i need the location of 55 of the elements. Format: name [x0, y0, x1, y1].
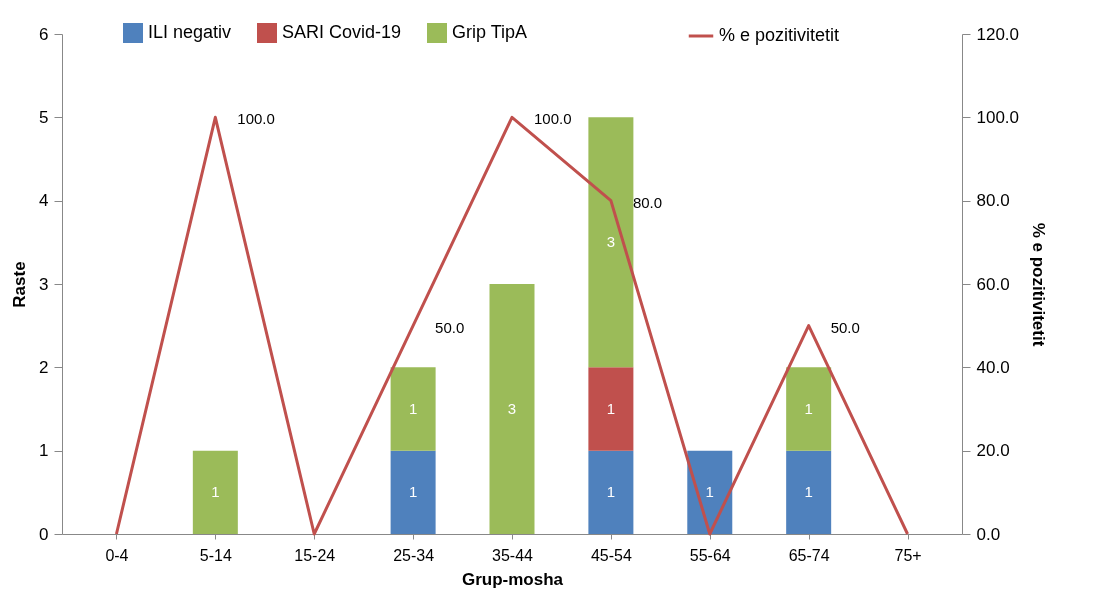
y-tick-label: 1 — [39, 441, 49, 461]
y-tick-label: 6 — [39, 24, 49, 44]
x-tick-label: 0-4 — [105, 546, 129, 564]
data-label: 1 — [606, 483, 616, 501]
bar — [588, 117, 634, 368]
y2-axis-title: % e pozitivitetit — [1029, 222, 1049, 347]
x-tick-label: 55-64 — [689, 546, 731, 564]
y-tick-label: 5 — [39, 107, 49, 127]
data-label: 3 — [606, 233, 616, 251]
y2-tick-label: 0.0 — [976, 524, 1001, 544]
y-tick-label: 4 — [39, 191, 49, 211]
data-label: 1 — [606, 400, 616, 417]
y-tick-label: 3 — [39, 274, 49, 294]
x-tick-label: 5-14 — [199, 546, 232, 564]
data-label: 1 — [408, 483, 418, 501]
line-series — [114, 115, 910, 536]
x-tick-label: 75+ — [894, 546, 922, 564]
data-label: 3 — [507, 400, 517, 417]
data-label: 50.0 — [435, 318, 465, 336]
data-label: 100.0 — [534, 110, 572, 128]
bar — [588, 450, 634, 534]
x-axis-title: Grup-mosha — [461, 569, 564, 589]
y-tick-label: 0 — [39, 524, 49, 544]
data-label: 50.0 — [830, 318, 860, 336]
data-label: 80.0 — [632, 193, 663, 211]
y-axis-title: Raste — [10, 261, 30, 308]
x-tick-label: 35-44 — [492, 546, 534, 564]
y2-tick-label: 100.0 — [976, 107, 1020, 127]
y2-tick-label: 60.0 — [976, 274, 1010, 294]
bar — [192, 450, 238, 534]
data-label: 100.0 — [237, 110, 275, 128]
bar — [588, 367, 634, 451]
y2-tick-label: 120.0 — [976, 24, 1020, 44]
legend-label: Grip TipA — [452, 22, 528, 42]
y2-tick-label: 20.0 — [976, 441, 1010, 461]
legend-label: SARI Covid-19 — [282, 22, 402, 42]
y-tick-label: 2 — [39, 357, 49, 377]
x-tick-label: 65-74 — [788, 546, 830, 564]
bar — [786, 450, 832, 534]
legend-label: ILI negativ — [148, 22, 232, 42]
y2-tick-label: 40.0 — [976, 357, 1010, 377]
bar — [390, 450, 436, 534]
data-label: 1 — [804, 400, 813, 417]
legend-label: % e pozitivitetit — [719, 25, 840, 45]
x-tick-label: 25-34 — [393, 546, 435, 564]
data-label: 1 — [705, 483, 714, 501]
data-label: 1 — [408, 400, 418, 417]
x-tick-label: 45-54 — [590, 546, 632, 564]
bar — [390, 367, 436, 451]
y2-tick-label: 80.0 — [976, 191, 1010, 211]
x-tick-label: 15-24 — [294, 546, 336, 564]
data-label: 1 — [804, 483, 813, 501]
bar — [786, 367, 832, 451]
data-label: 1 — [211, 483, 220, 501]
bar — [489, 284, 535, 534]
